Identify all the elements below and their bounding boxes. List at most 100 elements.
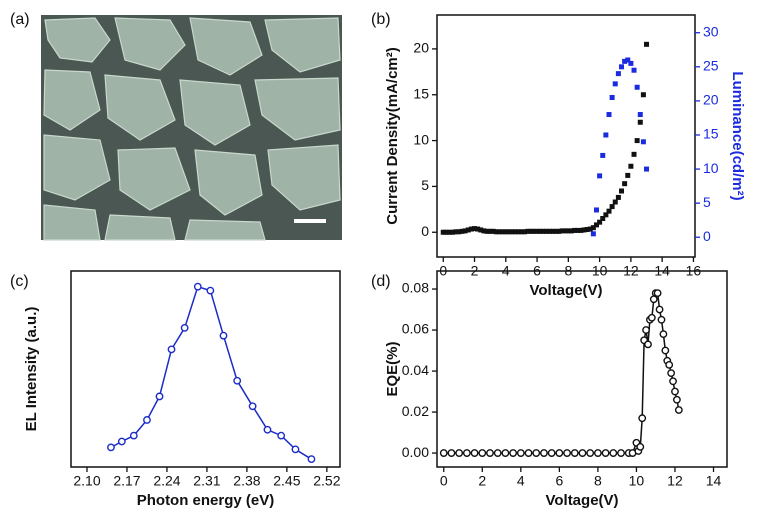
data-point bbox=[606, 208, 612, 214]
data-point bbox=[578, 449, 587, 457]
data-point bbox=[117, 437, 126, 446]
data-point bbox=[515, 229, 521, 235]
data-point bbox=[638, 414, 647, 423]
data-point bbox=[628, 163, 634, 169]
data-point bbox=[562, 228, 568, 234]
data-point bbox=[619, 188, 625, 194]
data-point bbox=[587, 226, 593, 232]
data-point bbox=[553, 228, 559, 234]
data-point bbox=[550, 228, 556, 234]
data-point bbox=[307, 455, 316, 464]
y-axis-title: EL Intensity (a.u.) bbox=[23, 307, 40, 432]
data-point bbox=[625, 172, 631, 178]
data-point bbox=[606, 112, 612, 118]
data-point bbox=[447, 229, 453, 235]
y2-tick-label: 0 bbox=[703, 228, 711, 244]
data-point bbox=[500, 229, 506, 235]
data-point bbox=[665, 360, 674, 369]
x-tick-label: 2.38 bbox=[233, 473, 260, 489]
data-point bbox=[129, 431, 138, 440]
data-point bbox=[450, 229, 456, 235]
data-point bbox=[563, 449, 571, 457]
y-tick-label: 15 bbox=[413, 85, 429, 101]
data-point bbox=[657, 315, 666, 324]
data-point bbox=[655, 305, 664, 314]
data-point bbox=[443, 229, 449, 235]
data-point bbox=[609, 449, 618, 457]
data-point bbox=[603, 132, 609, 138]
data-point bbox=[647, 313, 656, 322]
x-tick-label: 8 bbox=[594, 473, 602, 489]
y-tick-label: 0.08 bbox=[402, 280, 429, 296]
plot-frame bbox=[436, 14, 696, 258]
data-point bbox=[487, 228, 493, 234]
data-point bbox=[644, 166, 650, 172]
data-point bbox=[512, 229, 518, 235]
x-tick-label: 12 bbox=[667, 473, 683, 489]
x-tick-label: 2.45 bbox=[273, 473, 300, 489]
data-point bbox=[497, 229, 503, 235]
data-point bbox=[447, 449, 456, 457]
x-tick-label: 2 bbox=[478, 473, 486, 489]
data-point bbox=[597, 173, 603, 179]
data-point bbox=[593, 449, 602, 457]
data-point bbox=[619, 64, 625, 70]
data-point bbox=[581, 227, 587, 233]
data-point bbox=[453, 229, 459, 235]
data-point bbox=[637, 119, 643, 125]
data-point bbox=[524, 449, 533, 457]
data-point bbox=[540, 449, 548, 457]
data-point bbox=[531, 228, 537, 234]
data-point bbox=[439, 449, 448, 457]
data-point bbox=[559, 228, 565, 234]
data-point bbox=[578, 227, 584, 233]
data-point bbox=[640, 92, 646, 98]
data-point bbox=[615, 71, 621, 77]
y2-axis-title: Luminance(cd/m²) bbox=[729, 71, 746, 200]
y-axis-title: EQE(%) bbox=[384, 341, 401, 396]
data-point bbox=[597, 219, 603, 225]
data-point bbox=[509, 449, 518, 457]
data-point bbox=[570, 449, 579, 457]
data-point bbox=[609, 94, 615, 100]
data-point bbox=[622, 58, 628, 64]
data-point bbox=[661, 346, 670, 355]
data-point bbox=[612, 199, 618, 205]
x-tick-label: 2.24 bbox=[153, 473, 180, 489]
data-point bbox=[631, 67, 637, 73]
panel-label: (c) bbox=[10, 273, 29, 290]
data-point bbox=[459, 228, 465, 234]
data-point bbox=[642, 326, 650, 334]
data-point bbox=[631, 151, 637, 157]
data-point bbox=[468, 226, 474, 232]
y-tick-label: 0.00 bbox=[402, 444, 429, 460]
data-point bbox=[534, 228, 540, 234]
series-line bbox=[110, 285, 312, 460]
data-point bbox=[509, 229, 515, 235]
x-axis-title: Photon energy (eV) bbox=[137, 492, 275, 509]
x-tick-label: 2.10 bbox=[73, 473, 100, 489]
data-point bbox=[543, 228, 549, 234]
data-point bbox=[634, 138, 640, 144]
data-point bbox=[478, 227, 484, 233]
y-tick-label: 0 bbox=[421, 223, 429, 239]
y2-tick-label: 30 bbox=[703, 23, 719, 39]
data-point bbox=[440, 229, 446, 235]
data-point bbox=[193, 282, 202, 291]
data-point bbox=[622, 181, 628, 187]
x-tick-label: 6 bbox=[555, 473, 563, 489]
data-point bbox=[674, 406, 683, 414]
data-point bbox=[637, 112, 643, 118]
data-point bbox=[609, 204, 615, 210]
data-point bbox=[532, 449, 541, 457]
data-point bbox=[143, 416, 151, 424]
x-tick-label: 0 bbox=[440, 473, 448, 489]
data-point bbox=[219, 331, 228, 340]
data-point bbox=[593, 207, 599, 213]
data-point bbox=[481, 228, 487, 234]
data-point bbox=[615, 194, 621, 200]
data-point bbox=[233, 376, 242, 385]
data-point bbox=[600, 152, 606, 158]
data-point bbox=[625, 57, 631, 63]
data-point bbox=[206, 286, 215, 295]
